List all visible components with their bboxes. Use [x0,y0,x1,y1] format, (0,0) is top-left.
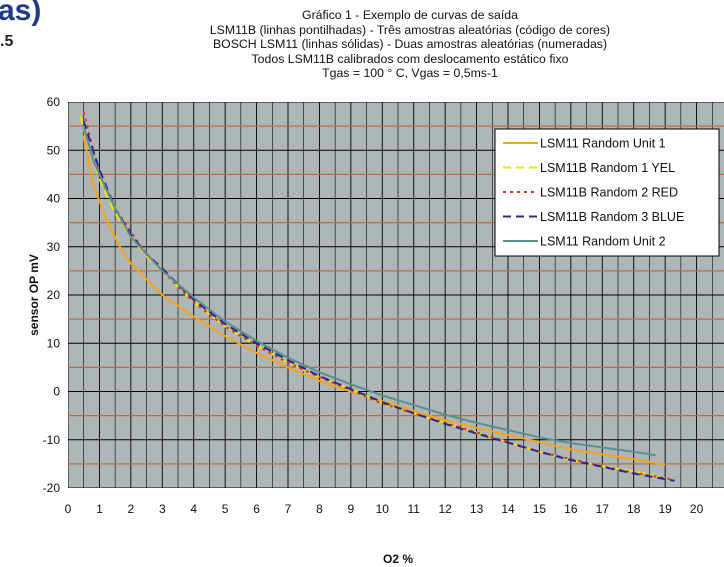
series-layer [79,111,675,482]
legend-label-2: LSM11B Random 1 YEL [540,161,675,175]
grid [68,102,724,488]
x-tick-label: 17 [596,502,610,516]
x-tick-label: 11 [407,502,420,516]
y-tick-label: 40 [47,192,61,206]
chart-title-line-1: Gráfico 1 - Exemplo de curvas de saída [302,8,518,22]
y-tick-label: 60 [47,95,61,109]
page-subheading: .5 [0,33,14,50]
x-tick-label: 12 [438,502,452,516]
x-tick-label: 13 [470,502,484,516]
x-tick-label: 3 [159,502,166,516]
x-axis: 012345678910111213141516171819202 [65,502,704,516]
x-tick-label: 16 [564,502,578,516]
x-tick-label: 7 [285,502,292,516]
x-axis-label: O2 % [383,552,413,566]
page-heading-text: as) [0,0,42,27]
x-tick-label: 18 [627,502,641,516]
y-tick-label: 50 [47,143,61,157]
chart-title-line-2: LSM11B (linhas pontilhadas) - Três amost… [209,22,611,37]
series-line-5 [82,125,656,457]
page-heading: as) [0,0,90,30]
y-tick-label: 20 [47,288,61,302]
x-tick-label: 5 [222,502,229,516]
chart-title-line-5: Tgas = 100 ° C, Vgas = 0,5ms-1 [322,66,498,81]
x-tick-label: 1 [96,502,103,516]
x-tick-label: 20 [690,502,704,516]
legend-label-4: LSM11B Random 3 BLUE [540,210,684,224]
x-tick-label: 4 [190,502,197,516]
legend-label-5: LSM11 Random Unit 2 [540,235,666,249]
legend: LSM11 Random Unit 1 LSM11B Random 1 YEL LS… [494,128,720,257]
series-line-4 [82,120,675,482]
legend-label-3: LSM11B Random 2 RED [540,186,678,200]
y-tick-label: 10 [47,336,61,350]
chart-title-line-4: Todos LSM11B calibrados com deslocamento… [251,51,569,66]
legend-label-1: LSM11 Random Unit 1 [540,137,666,151]
x-tick-label: 8 [316,502,323,516]
x-tick-label: 14 [501,502,515,516]
x-tick-label: 9 [348,502,355,516]
x-tick-label: 19 [658,502,672,516]
y-tick-label: -10 [43,433,61,447]
chart-title-line-3: BOSCH LSM11 (linhas sólidas) - Duas amos… [212,37,608,52]
y-axis-label: sensor OP mV [27,254,41,336]
chart-title: Gráfico 1 - Exemplo de curvas de saída L… [110,8,710,81]
y-tick-label: 30 [47,240,61,254]
y-axis: -20 -10 0 10 20 30 40 50 60 [43,95,61,495]
x-tick-label: 6 [253,502,260,516]
y-tick-label: -20 [43,481,61,495]
series-line-1 [82,135,666,466]
x-tick-label: 2 [128,502,135,516]
x-tick-label: 10 [376,502,390,516]
x-tick-label: 0 [65,502,72,516]
y-tick-label: 0 [53,385,60,399]
x-tick-label: 15 [533,502,547,516]
